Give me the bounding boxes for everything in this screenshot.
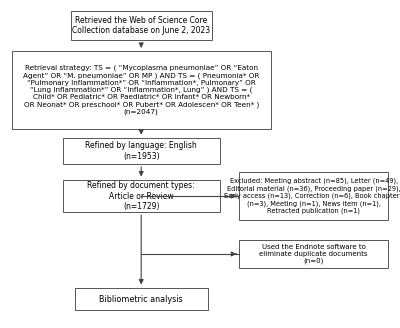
Text: Bibliometric analysis: Bibliometric analysis <box>99 295 183 303</box>
FancyBboxPatch shape <box>63 180 220 212</box>
FancyBboxPatch shape <box>12 51 270 129</box>
Text: Refined by document types:
Article or Review
(n=1729): Refined by document types: Article or Re… <box>87 181 195 211</box>
FancyBboxPatch shape <box>74 288 208 310</box>
Text: Retrieved the Web of Science Core
Collection database on June 2, 2023: Retrieved the Web of Science Core Collec… <box>72 16 210 35</box>
FancyBboxPatch shape <box>239 172 388 220</box>
Text: Retrieval strategy: TS = ( “Mycoplasma pneumoniae” OR “Eaton
Agent” OR “M. pneum: Retrieval strategy: TS = ( “Mycoplasma p… <box>23 65 259 115</box>
FancyBboxPatch shape <box>63 138 220 164</box>
Text: Excluded: Meeting abstract (n=85), Letter (n=49),
Editorial material (n=36), Pro: Excluded: Meeting abstract (n=85), Lette… <box>224 178 400 215</box>
FancyBboxPatch shape <box>239 239 388 268</box>
Text: Used the Endnote software to
eliminate duplicate documents
(n=0): Used the Endnote software to eliminate d… <box>260 244 368 264</box>
Text: Refined by language: English
(n=1953): Refined by language: English (n=1953) <box>85 141 197 161</box>
FancyBboxPatch shape <box>71 11 212 40</box>
